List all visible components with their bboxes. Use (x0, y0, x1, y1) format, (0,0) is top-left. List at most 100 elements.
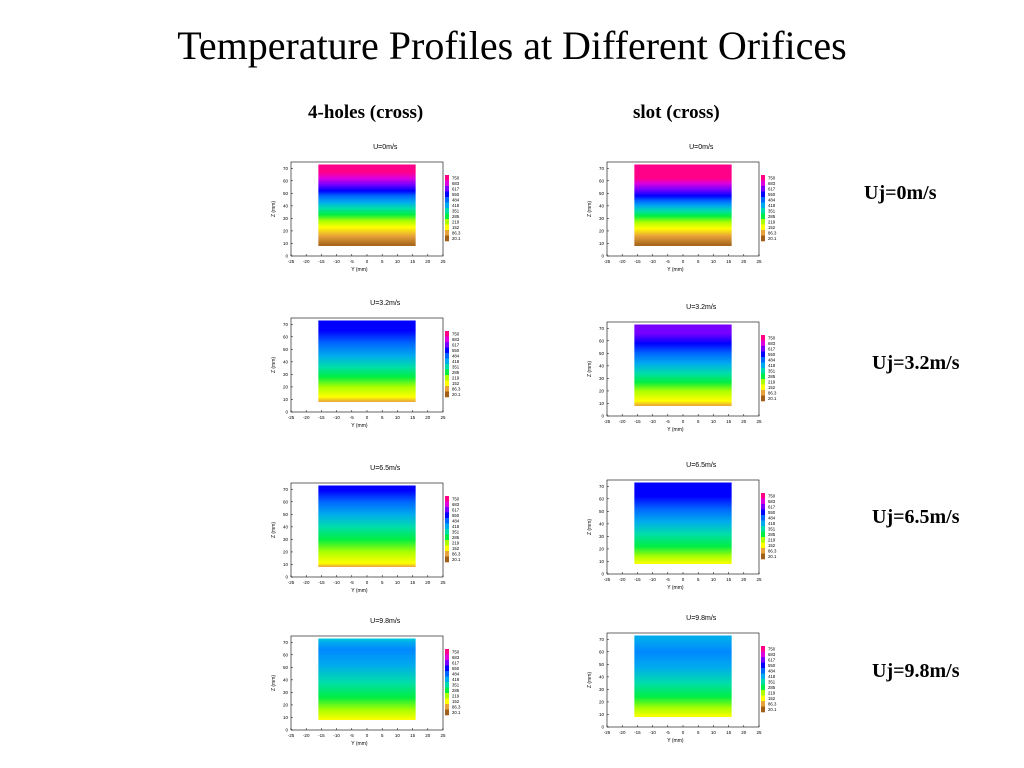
y-tick-label: 60 (283, 499, 289, 504)
y-tick-label: 40 (283, 677, 289, 682)
colorbar-swatch (761, 346, 765, 352)
temperature-field (634, 164, 732, 246)
x-tick-label: 10 (711, 577, 717, 582)
colorbar-label: 418 (452, 677, 460, 682)
colorbar-swatch (445, 175, 449, 181)
x-tick-label: -5 (666, 259, 670, 264)
x-tick-label: -15 (318, 580, 325, 585)
colorbar-label: 219 (452, 219, 460, 224)
x-tick-label: -25 (288, 733, 295, 738)
colorbar-label: 152 (768, 225, 776, 230)
colorbar-label: 617 (768, 504, 776, 509)
colorbar-label: 219 (452, 375, 460, 380)
colorbar-swatch (445, 529, 449, 535)
row-label-uj-9-8: Uj=9.8m/s (872, 660, 960, 682)
colorbar-label: 86.3 (768, 548, 777, 553)
colorbar-label: 219 (768, 379, 776, 384)
colorbar-swatch (761, 373, 765, 380)
column-header-4-holes: 4-holes (cross) (308, 102, 424, 123)
colorbar-label: 750 (452, 649, 460, 654)
colorbar-label: 683 (768, 341, 776, 346)
colorbar-swatch (761, 362, 765, 369)
x-tick-label: -5 (350, 580, 354, 585)
colorbar-label: 20.1 (452, 236, 461, 241)
x-tick-label: -20 (303, 580, 310, 585)
x-tick-label: 5 (381, 415, 384, 420)
colorbar-label: 683 (452, 502, 460, 507)
colorbar-label: 484 (452, 671, 460, 676)
x-tick-label: -25 (604, 259, 611, 264)
y-tick-label: 50 (599, 509, 605, 514)
y-tick-label: 40 (599, 203, 605, 208)
colorbar-label: 351 (768, 368, 776, 373)
colorbar-swatch (761, 219, 765, 225)
colorbar-swatch (761, 646, 765, 652)
x-axis-label: Y (mm) (351, 423, 368, 429)
colorbar-swatch (761, 701, 765, 707)
colorbar-swatch (761, 180, 765, 187)
colorbar-label: 418 (452, 359, 460, 364)
y-tick-label: 40 (283, 359, 289, 364)
colorbar-label: 351 (768, 526, 776, 531)
colorbar-swatch (445, 353, 449, 359)
heatmap-slot-u9-8: U=9.8m/s -25 -20 -15 -10 -5 0 5 10 15 20 25 0 10 20 30 4… (587, 615, 777, 744)
x-tick-label: 10 (711, 259, 717, 264)
colorbar-swatch (445, 191, 449, 198)
colorbar-label: 550 (768, 192, 776, 197)
y-axis-label: Z (mm) (587, 519, 593, 535)
colorbar-label: 285 (768, 685, 776, 690)
x-tick-label: 10 (395, 733, 401, 738)
x-tick-label: -25 (288, 259, 295, 264)
y-tick-label: 70 (599, 637, 605, 642)
x-tick-label: -10 (649, 730, 656, 735)
y-tick-label: 0 (285, 575, 288, 580)
heatmap-slot-u0: U=0m/s -25 -20 -15 -10 -5 0 5 10 15 20 25 0 10 20 30 40 5… (587, 144, 777, 273)
colorbar-label: 550 (768, 663, 776, 668)
colorbar-label: 285 (768, 214, 776, 219)
x-tick-label: -10 (333, 259, 340, 264)
colorbar-swatch (761, 515, 765, 521)
x-tick-label: 0 (682, 730, 685, 735)
colorbar-swatch (761, 175, 765, 181)
y-tick-label: 20 (283, 229, 289, 234)
colorbar-swatch (445, 208, 449, 214)
colorbar-swatch (445, 501, 449, 508)
row-label-uj-0: Uj=0m/s (864, 182, 937, 204)
colorbar-label: 683 (768, 652, 776, 657)
colorbar-swatch (445, 386, 449, 392)
colorbar-label: 484 (768, 515, 776, 520)
colorbar-label: 351 (452, 208, 460, 213)
x-tick-label: 0 (682, 577, 685, 582)
colorbar-label: 285 (452, 688, 460, 693)
colorbar-swatch (445, 347, 449, 354)
colorbar-label: 617 (452, 186, 460, 191)
x-tick-label: -25 (288, 580, 295, 585)
colorbar-label: 550 (768, 352, 776, 357)
colorbar-label: 86.3 (452, 704, 461, 709)
x-axis-label: Y (mm) (667, 738, 684, 744)
y-tick-label: 70 (599, 326, 605, 331)
colorbar-swatch (761, 542, 765, 549)
x-tick-label: 25 (440, 259, 446, 264)
colorbar-label: 484 (452, 518, 460, 523)
colorbar-label: 750 (768, 175, 776, 180)
colorbar-label: 20.1 (768, 707, 777, 712)
colorbar-label: 484 (768, 668, 776, 673)
y-tick-label: 0 (601, 254, 604, 259)
y-tick-label: 10 (599, 401, 605, 406)
x-tick-label: 0 (366, 733, 369, 738)
colorbar-swatch (761, 224, 765, 231)
y-tick-label: 50 (283, 191, 289, 196)
x-tick-label: 15 (410, 259, 416, 264)
colorbar-label: 20.1 (452, 557, 461, 562)
colorbar-label: 683 (768, 499, 776, 504)
colorbar-label: 86.3 (768, 230, 777, 235)
y-axis-label: Z (mm) (587, 201, 593, 217)
colorbar-swatch (445, 551, 449, 557)
colorbar-label: 219 (452, 693, 460, 698)
colorbar-swatch (445, 496, 449, 502)
y-tick-label: 0 (601, 725, 604, 730)
y-tick-label: 60 (599, 496, 605, 501)
x-tick-label: -15 (634, 730, 641, 735)
colorbar-label: 20.1 (768, 396, 777, 401)
